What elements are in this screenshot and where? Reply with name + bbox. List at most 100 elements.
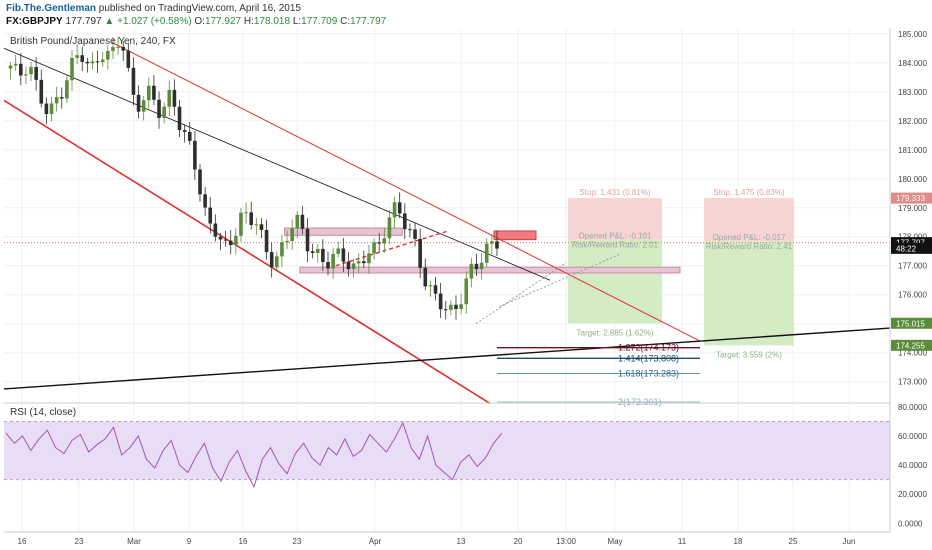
axes: 185.000184.000183.000182.000181.000180.0… [4,28,932,546]
candle-body [100,59,105,63]
candle-body [300,214,305,229]
candle-body [454,304,458,310]
candle-body [29,67,33,75]
chart-title: British Pound/Japanese Yen, 240, FX [10,36,176,47]
time-tick-label: 18 [734,537,743,546]
candle-body [141,100,146,112]
price-label-text: 175.015 [896,319,925,328]
rsi-title: RSI (14, close) [10,407,76,418]
last-price: 177.797 [65,16,102,27]
price-label-text: 179.333 [896,194,925,203]
candle-body [182,130,187,132]
candle-body [228,240,233,246]
lower-channel-line [3,99,491,405]
candle-body [111,47,115,51]
candle-body [44,103,49,115]
time-tick-label: 23 [75,537,84,546]
resistance-box-lower [299,266,681,274]
candle-body [234,235,238,246]
candle-body [408,229,412,231]
projection-line-lower [499,253,621,307]
time-tick-label: 23 [293,537,302,546]
candle-body [24,74,28,76]
candle-body [382,238,387,244]
close-value: 177.797 [350,16,387,27]
candle-body [90,61,95,64]
candle-body [177,106,182,131]
candle-body [218,236,223,240]
candle-body [136,94,141,112]
candle-body [310,251,315,253]
candle-body [367,253,371,264]
candle-body [428,285,433,287]
candle-body [290,228,294,241]
low-label: L: [292,16,302,27]
candle-body [372,242,376,254]
price-tick-label: 177.000 [898,262,927,271]
position-zones: Stop: 1.431 (0.81%)Opened P&L: -0.101Ris… [283,188,794,359]
price-label-text: 48:22 [896,244,917,253]
price-label-tag [891,242,932,254]
candle-body [213,223,218,237]
high-label: H: [243,16,254,27]
high-value: 178.018 [253,16,291,27]
price-tick-label: 185.000 [898,30,927,39]
price-tick-label: 183.000 [898,88,927,97]
rsi-line [5,421,503,489]
target-zone [568,239,662,324]
candle-body [479,262,484,270]
rsi-tick-label: 40.0000 [898,461,927,470]
candle-body [474,263,479,270]
price-label-tag [891,237,932,249]
target-zone [704,241,794,346]
author-name[interactable]: Fib.The.Gentleman [6,3,97,14]
candle-body [49,103,54,115]
candle-body [187,131,192,141]
candle-body [392,202,397,218]
candle-body [172,89,177,107]
price-tick-label: 182.000 [898,117,927,126]
ohlc-line: FX:GBPJPY 177.797 ▲ +1.027 (+0.58%) O:17… [6,16,386,27]
candle-body [469,263,474,279]
candle-body [223,239,228,241]
rr-label: Risk/Reward Ratio: 2.01 [572,241,659,250]
target-label: Target: 3.559 (2%) [716,350,782,359]
wedge-line [335,230,449,267]
candle-body [13,63,18,66]
price-tick-label: 174.000 [898,349,927,358]
candle-body [264,229,269,253]
candle-body [80,55,85,62]
time-tick-label: 13 [457,537,466,546]
published-text: published on TradingView.com, April 16, … [98,3,301,14]
ascending-trendline [3,327,891,390]
fib-extension: 1.272(174.173)1.414(173.808) 1.618(173.28… [497,343,700,407]
candle-body [54,97,59,104]
price-label-tag [891,192,932,204]
candle-body [254,224,259,226]
time-tick-label: Mar [127,537,141,546]
candle-body [208,207,213,224]
candle-body [321,248,325,263]
price-tick-label: 180.000 [898,175,927,184]
time-tick-label: 11 [678,537,687,546]
pnl-label: Opened P&L: -0.101 [579,232,652,241]
candle-body [315,248,320,253]
candle-body [34,67,38,80]
candle-body [106,50,110,60]
candle-body [305,228,310,252]
rsi-tick-label: 60.0000 [898,432,927,441]
rr-label: Risk/Reward Ratio: 2.41 [706,242,793,251]
candle-body [167,89,172,107]
rsi-tick-label: 20.0000 [898,490,927,499]
stop-zone [704,198,794,242]
candle-body [259,224,264,230]
time-tick-label: 13:00 [556,537,577,546]
candle-body [8,65,13,69]
price-tick-label: 179.000 [898,204,927,213]
time-tick-label: 16 [18,537,27,546]
candle-body [362,261,366,264]
chart-header: Fib.The.Gentleman published on TradingVi… [0,0,932,32]
candle-body [249,212,253,225]
pnl-label: Opened P&L: -0.017 [713,233,786,242]
